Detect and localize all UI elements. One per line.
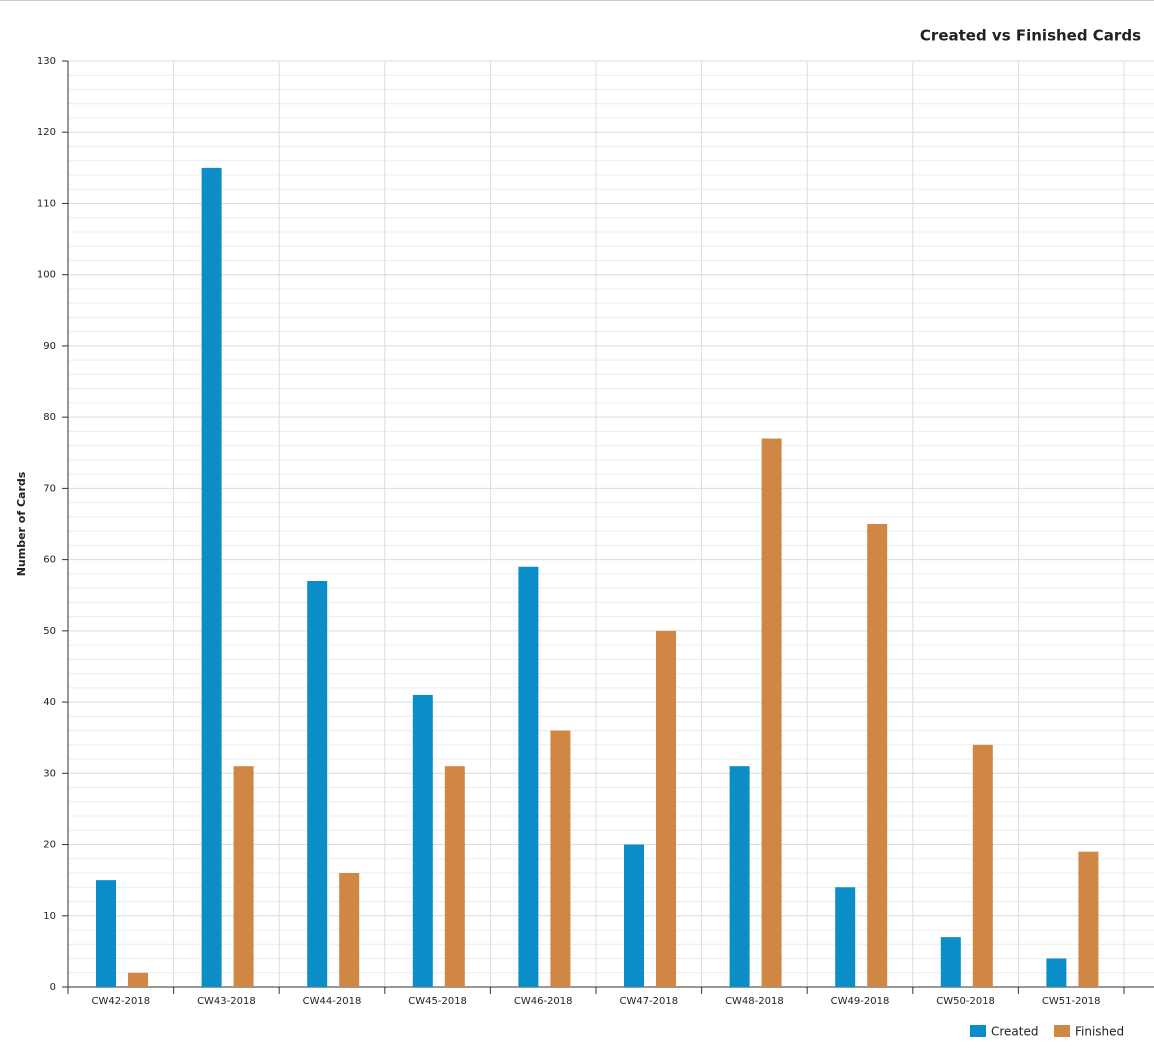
x-tick-label: CW45-2018 [408,996,467,1007]
bar [867,524,888,987]
x-tick-label: CW49-2018 [831,996,890,1007]
y-tick-label: 40 [43,697,56,708]
x-tick-label: CW46-2018 [514,996,573,1007]
y-tick-label: 0 [50,982,56,993]
bar [96,880,116,987]
x-tick-label: CW51-2018 [1042,996,1101,1007]
y-tick-label: 80 [43,412,56,423]
y-tick-label: 70 [43,483,56,494]
x-tick-label: CW44-2018 [303,996,362,1007]
bar [444,766,465,987]
x-tick-label: CW42-2018 [91,996,150,1007]
bar [656,630,676,987]
bar [972,744,993,987]
bar [233,766,254,987]
y-tick-label: 90 [43,341,56,352]
x-tick-label: CW43-2018 [197,996,256,1007]
legend-label: Created [991,1025,1039,1039]
y-tick-label: 20 [43,840,56,851]
y-tick-label: 50 [43,626,56,637]
y-tick-label: 120 [37,127,56,138]
bar [835,887,856,987]
x-tick-label: CW50-2018 [936,996,995,1007]
bar [761,438,782,987]
bar [307,580,328,987]
x-tick-label: CW47-2018 [619,996,678,1007]
legend-label: Finished [1075,1025,1124,1039]
legend-swatch [970,1025,986,1037]
bar [1078,851,1099,987]
y-tick-label: 110 [37,198,56,209]
legend-swatch [1054,1025,1070,1037]
x-tick-label: CW48-2018 [725,996,784,1007]
chart-title: Created vs Finished Cards [920,27,1141,45]
bar [128,972,148,987]
y-tick-label: 100 [37,270,56,281]
y-axis-label: Number of Cards [15,471,28,576]
bar [518,566,539,987]
bar [940,937,961,987]
bar [201,167,222,987]
y-tick-label: 30 [43,768,56,779]
bar [412,694,433,987]
bar [624,844,644,987]
y-tick-label: 10 [43,911,56,922]
bar [339,873,360,987]
y-tick-label: 130 [37,56,56,67]
bar [729,766,750,987]
bar [550,730,571,987]
bar [1046,958,1067,987]
y-tick-label: 60 [43,555,56,566]
